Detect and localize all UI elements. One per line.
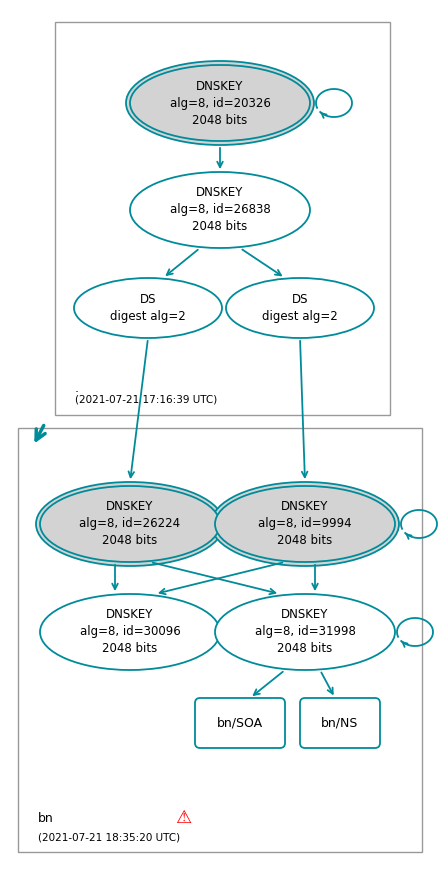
Text: bn: bn (38, 812, 53, 825)
Text: DS
digest alg=2: DS digest alg=2 (261, 293, 337, 323)
Text: (2021-07-21 18:35:20 UTC): (2021-07-21 18:35:20 UTC) (38, 832, 180, 842)
Ellipse shape (40, 486, 219, 562)
Ellipse shape (226, 278, 373, 338)
Ellipse shape (74, 278, 222, 338)
Text: DNSKEY
alg=8, id=31998
2048 bits: DNSKEY alg=8, id=31998 2048 bits (254, 608, 355, 655)
Text: bn/SOA: bn/SOA (216, 717, 262, 729)
Text: DNSKEY
alg=8, id=26838
2048 bits: DNSKEY alg=8, id=26838 2048 bits (169, 187, 270, 234)
Bar (55, 22, 389, 415)
Text: .: . (75, 381, 79, 395)
FancyBboxPatch shape (194, 698, 284, 748)
Bar (18, 428, 421, 852)
Ellipse shape (130, 172, 309, 248)
Ellipse shape (126, 61, 313, 145)
Ellipse shape (36, 482, 223, 566)
Text: DNSKEY
alg=8, id=20326
2048 bits: DNSKEY alg=8, id=20326 2048 bits (169, 79, 270, 127)
Ellipse shape (215, 486, 394, 562)
Text: DNSKEY
alg=8, id=26224
2048 bits: DNSKEY alg=8, id=26224 2048 bits (79, 501, 180, 547)
Ellipse shape (215, 594, 394, 670)
FancyBboxPatch shape (299, 698, 379, 748)
Ellipse shape (130, 65, 309, 141)
Text: DNSKEY
alg=8, id=9994
2048 bits: DNSKEY alg=8, id=9994 2048 bits (258, 501, 351, 547)
Text: (2021-07-21 17:16:39 UTC): (2021-07-21 17:16:39 UTC) (75, 395, 217, 405)
Ellipse shape (40, 594, 219, 670)
Text: DS
digest alg=2: DS digest alg=2 (110, 293, 185, 323)
Text: DNSKEY
alg=8, id=30096
2048 bits: DNSKEY alg=8, id=30096 2048 bits (79, 608, 180, 655)
Ellipse shape (211, 482, 398, 566)
Text: ⚠: ⚠ (175, 809, 191, 827)
Text: bn/NS: bn/NS (321, 717, 358, 729)
